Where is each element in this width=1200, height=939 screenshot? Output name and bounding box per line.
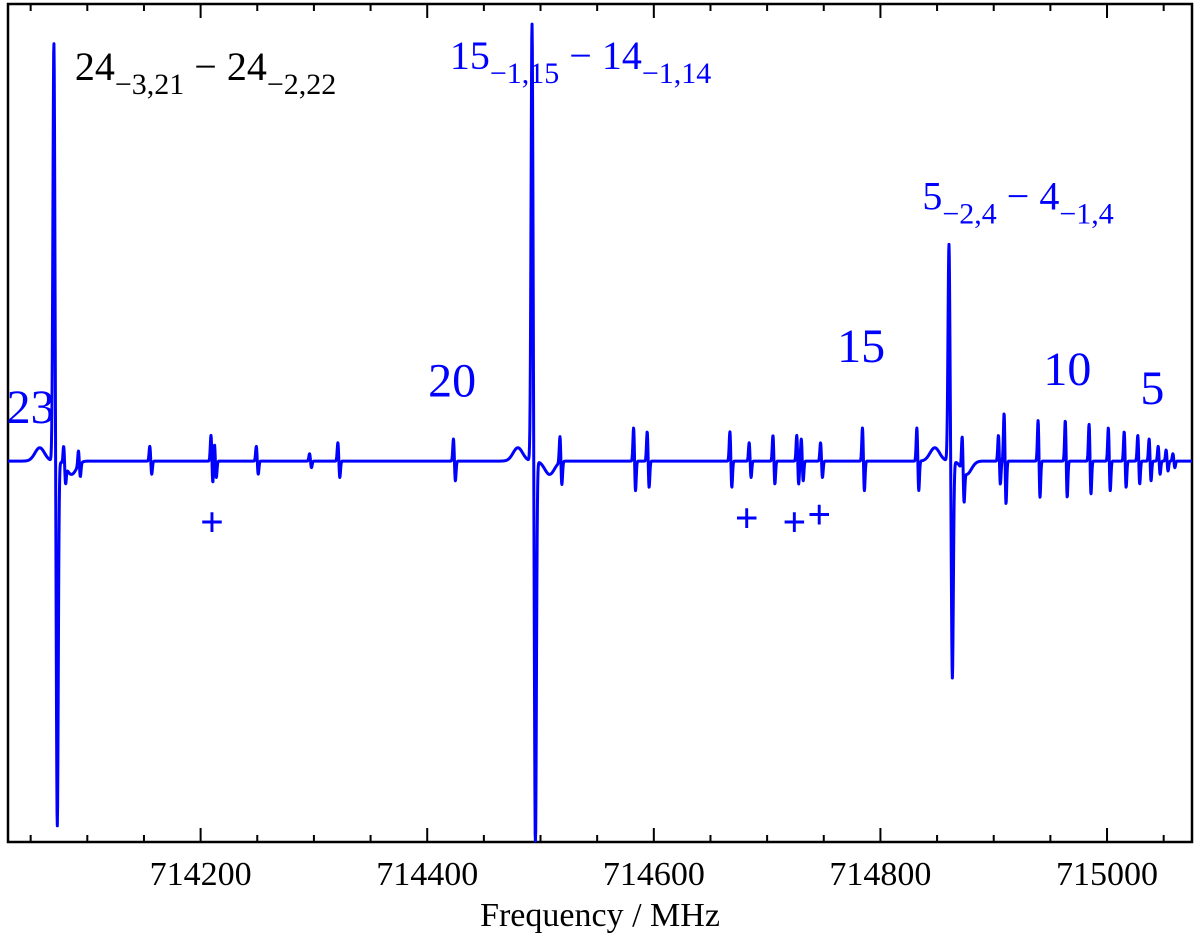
series-label: 23 <box>7 381 55 434</box>
transition-label-part: 24 <box>227 44 267 89</box>
x-tick-label: 715000 <box>1056 856 1158 893</box>
x-axis-ticks <box>29 4 1165 842</box>
unassigned-marker: + <box>782 500 806 546</box>
series-label: 5 <box>1140 362 1164 415</box>
unassigned-marker: + <box>735 496 759 542</box>
transition-label-part: 15 <box>450 33 490 78</box>
plot-frame <box>6 2 1194 844</box>
unassigned-marker: + <box>200 500 224 546</box>
transition-label-part: 5 <box>922 174 942 219</box>
unassigned-markers: + + + + <box>200 492 831 546</box>
x-tick-label: 714600 <box>603 856 705 893</box>
series-label: 20 <box>428 354 476 407</box>
transition-label-part: 4 <box>1039 174 1059 219</box>
x-tick-label: 714400 <box>376 856 478 893</box>
transition-label-subscript: −2,22 <box>267 68 336 101</box>
transition-label-subscript: −2,4 <box>942 198 996 231</box>
spectrum-trace <box>6 22 1194 843</box>
x-tick-label: 714800 <box>829 856 931 893</box>
transition-label-subscript: −3,21 <box>115 68 184 101</box>
x-tick-label: 714200 <box>150 856 252 893</box>
transition-label: 24−3,21 − 24−2,22 <box>75 44 336 101</box>
x-axis-label: Frequency / MHz <box>480 897 720 934</box>
transition-label-part: − <box>559 33 602 78</box>
transition-label-part: − <box>997 174 1040 219</box>
transition-label: 15−1,15 − 14−1,14 <box>450 33 711 90</box>
transition-label-subscript: −1,4 <box>1059 198 1113 231</box>
x-axis-tick-labels: 714200 714400 714600 714800 715000 <box>150 856 1158 893</box>
transition-label-subscript: −1,15 <box>490 57 559 90</box>
series-labels: 23 20 15 10 5 <box>7 320 1165 434</box>
unassigned-marker: + <box>807 492 831 538</box>
transition-label-part: 24 <box>75 44 115 89</box>
transition-label-part: 14 <box>602 33 642 78</box>
transition-label-subscript: −1,14 <box>642 57 711 90</box>
series-label: 10 <box>1043 343 1091 396</box>
transition-label-part: − <box>184 44 227 89</box>
transition-label: 5−2,4 − 4−1,4 <box>922 174 1113 231</box>
series-label: 15 <box>837 320 885 373</box>
